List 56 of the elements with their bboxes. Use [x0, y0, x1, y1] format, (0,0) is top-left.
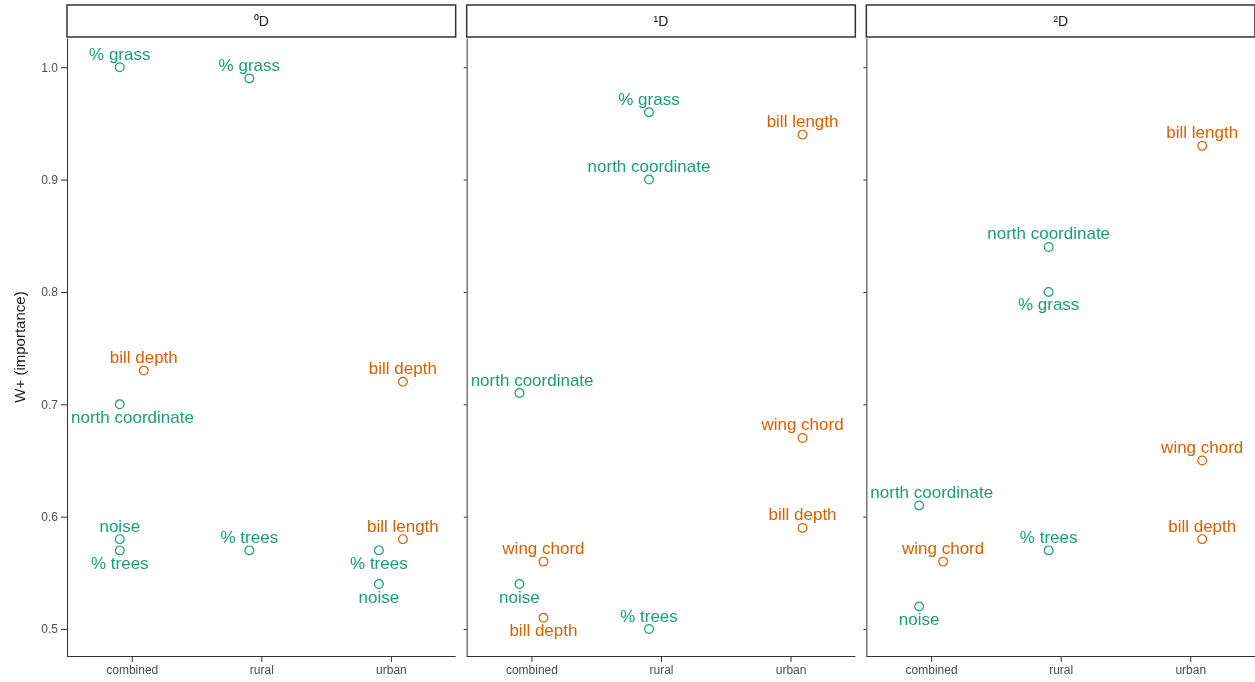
text: north coordinate [470, 370, 594, 390]
point [373, 545, 384, 556]
series-label: north coordinate [987, 224, 1111, 244]
chart-title: ¹D [653, 13, 669, 30]
text: wing chord [761, 415, 844, 435]
series-label: north coordinate [71, 407, 194, 427]
series-label: % grass [618, 89, 680, 109]
x-tick-label: urban [1175, 662, 1207, 677]
series-label: % trees [1019, 527, 1078, 547]
series-label: north coordinate [587, 157, 711, 177]
text: bill depth [368, 359, 437, 379]
x-tick-label: rural [249, 662, 274, 677]
y-tick-label: 0.9 [41, 172, 59, 187]
point [244, 545, 255, 556]
series-label: wing chord [501, 539, 585, 559]
y-tick-label: 0.6 [41, 510, 59, 525]
point [114, 545, 125, 556]
point [114, 62, 125, 73]
y-tick-label: 0.5 [41, 622, 59, 637]
series-label: bill length [1166, 123, 1239, 143]
y-tick-label: 0.8 [41, 285, 59, 300]
x-tick-label: combined [505, 662, 558, 677]
x-tick-label: urban [376, 662, 407, 677]
point [244, 73, 255, 84]
series-label: bill length [766, 112, 839, 132]
series-label: % trees [90, 553, 149, 573]
series-label: noise [358, 587, 400, 607]
series-label: bill length [366, 516, 439, 536]
text: wing chord [902, 539, 985, 559]
series-label: bill depth [109, 348, 178, 368]
chart-title: ²D [1053, 13, 1069, 30]
x-tick-label: rural [1049, 662, 1074, 677]
series-label: bill depth [509, 621, 578, 641]
x-tick-label: combined [905, 662, 958, 677]
text: % grass [89, 44, 151, 64]
text: north coordinate [870, 482, 994, 502]
series-label: % grass [218, 55, 281, 75]
series-label: noise [898, 610, 940, 630]
point [114, 534, 125, 545]
point [114, 399, 125, 410]
text: noise [99, 516, 141, 536]
y-tick-label: 1.0 [41, 60, 59, 75]
text: % trees [350, 553, 408, 573]
series-label: bill depth [1168, 516, 1237, 536]
y-axis-title: W+ (importance) [11, 291, 28, 403]
series-label: % grass [1017, 295, 1080, 315]
x-tick-label: urban [775, 662, 807, 677]
series-label: % trees [620, 606, 678, 626]
text: % trees [220, 527, 279, 547]
series-label: noise [499, 587, 540, 607]
text: bill depth [768, 505, 837, 525]
x-tick-label: combined [106, 662, 159, 677]
series-label: wing chord [1160, 437, 1244, 457]
x-tick-label: rural [649, 662, 674, 677]
chart-title: ⁰D [253, 13, 269, 30]
y-tick-label: 0.7 [41, 397, 59, 412]
